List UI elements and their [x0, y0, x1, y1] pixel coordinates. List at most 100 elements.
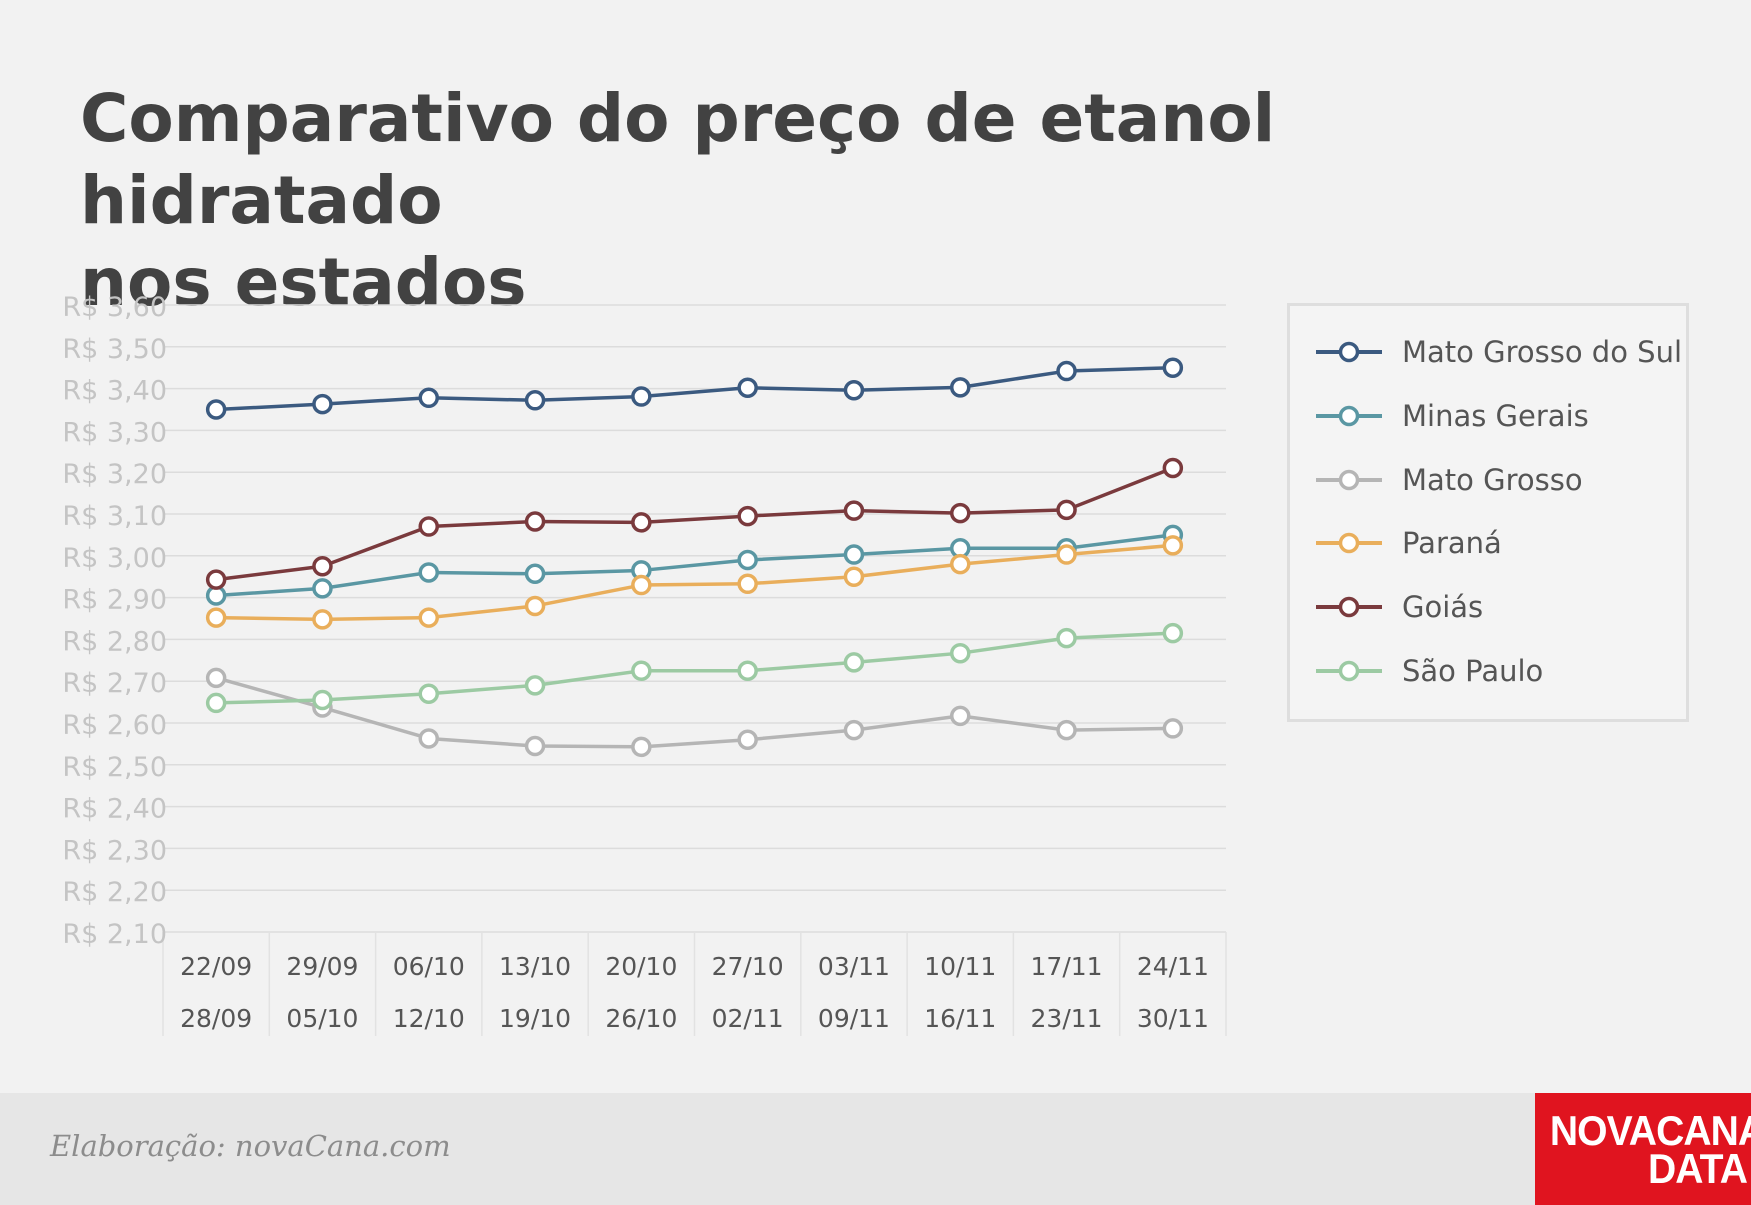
data-point — [631, 386, 652, 407]
y-tick-label: R$ 2,90 — [62, 585, 167, 616]
series-line — [216, 631, 1173, 705]
series-2 — [205, 667, 1184, 758]
legend-label: São Paulo — [1402, 654, 1544, 688]
x-tick-label-end: 05/10 — [286, 1004, 358, 1033]
x-tick-label-start: 24/11 — [1137, 952, 1209, 981]
legend-label: Mato Grosso — [1402, 462, 1583, 497]
legend-swatch — [1316, 341, 1382, 363]
legend-item: Minas Gerais — [1314, 396, 1589, 436]
series-1 — [205, 524, 1184, 606]
data-point — [205, 569, 227, 590]
x-axis-ticks: 22/09 28/09 29/09 05/10 06/10 12/10 13/10 19/10… — [180, 952, 1209, 1033]
x-tick-label-start: 22/09 — [180, 952, 252, 981]
legend-item: Goiás — [1314, 587, 1483, 627]
data-point — [312, 393, 333, 415]
x-tick-label-end: 30/11 — [1137, 1004, 1209, 1033]
series-line — [216, 533, 1174, 598]
x-tick-label-start: 27/10 — [712, 952, 784, 981]
data-point — [1162, 357, 1184, 378]
x-tick-label-end: 28/09 — [180, 1004, 252, 1033]
gridlines — [162, 304, 1227, 1036]
data-point — [418, 607, 439, 628]
data-point — [950, 553, 971, 575]
legend-swatch — [1316, 533, 1382, 554]
chart-title-line-1: Comparativo do preço de etanol hidratado — [80, 80, 1276, 239]
x-tick-label-start: 17/11 — [1031, 952, 1103, 981]
x-tick-label-end: 23/11 — [1031, 1004, 1103, 1033]
series-line — [215, 676, 1173, 749]
logo-line-2: DATA — [1648, 1145, 1748, 1192]
data-point — [312, 556, 333, 577]
y-tick-label: R$ 2,70 — [62, 668, 167, 699]
legend-swatch — [1316, 660, 1382, 682]
data-point — [1056, 719, 1077, 741]
data-point — [1162, 457, 1184, 479]
y-tick-label: R$ 2,40 — [62, 794, 167, 825]
data-point — [418, 728, 439, 749]
data-point — [950, 642, 971, 664]
data-point — [312, 609, 333, 630]
legend-label: Paraná — [1402, 526, 1502, 561]
data-point — [1056, 360, 1077, 382]
y-tick-label: R$ 3,30 — [62, 417, 167, 448]
y-tick-label: R$ 2,60 — [62, 710, 167, 741]
y-tick-label: R$ 3,60 — [62, 292, 167, 323]
data-point — [737, 573, 758, 595]
y-tick-label: R$ 3,10 — [62, 501, 167, 532]
chart-title-line-2: nos estados — [80, 244, 527, 321]
data-point — [1056, 499, 1077, 521]
series-4 — [205, 457, 1184, 590]
data-point — [950, 502, 971, 524]
x-tick-label-end: 26/10 — [605, 1004, 677, 1033]
data-point — [524, 390, 546, 411]
data-point — [631, 574, 652, 596]
data-point — [1056, 544, 1077, 565]
data-point — [843, 544, 865, 565]
y-tick-label: R$ 3,40 — [62, 376, 167, 407]
series-0 — [205, 357, 1184, 420]
data-point — [737, 660, 758, 681]
data-point — [312, 689, 333, 711]
series-line — [215, 466, 1174, 582]
x-tick-label-end: 09/11 — [818, 1004, 890, 1033]
x-tick-label-start: 29/09 — [286, 952, 358, 981]
series-5 — [205, 622, 1184, 714]
x-tick-label-end: 02/11 — [712, 1004, 784, 1033]
legend-label: Mato Grosso do Sul — [1402, 335, 1683, 369]
data-point — [418, 562, 439, 583]
y-tick-label: R$ 2,10 — [62, 919, 167, 950]
chart-title: Comparativo do preço de etanol hidratado… — [80, 78, 1480, 324]
y-tick-label: R$ 2,30 — [62, 835, 167, 866]
legend: Mato Grosso do Sul Minas Gerais Mato Gross… — [1287, 303, 1689, 722]
legend-item: Paraná — [1314, 523, 1502, 563]
novacana-data-logo: NOVACANA DATA — [1535, 1093, 1751, 1205]
data-point — [631, 736, 652, 758]
data-point — [418, 516, 439, 537]
data-point — [737, 505, 758, 527]
data-point — [524, 595, 546, 617]
logo-line-1: NOVACANA — [1549, 1107, 1751, 1154]
data-point — [1056, 627, 1077, 649]
legend-swatch — [1316, 596, 1382, 618]
y-tick-label: R$ 3,50 — [62, 334, 167, 365]
data-point — [843, 566, 865, 587]
data-point — [843, 652, 865, 673]
x-tick-label-start: 06/10 — [393, 952, 465, 981]
legend-swatch — [1316, 405, 1382, 427]
data-point — [737, 729, 758, 750]
x-tick-label-start: 13/10 — [499, 952, 571, 981]
footer: Elaboração: novaCana.com NOVACANA DATA — [0, 1093, 1751, 1205]
data-point — [950, 377, 971, 398]
data-point — [524, 675, 546, 696]
data-point — [312, 578, 333, 599]
x-tick-label-end: 19/10 — [499, 1004, 571, 1033]
data-point — [737, 549, 758, 571]
x-tick-label-start: 03/11 — [818, 952, 890, 981]
data-point — [205, 399, 227, 420]
data-point — [737, 377, 758, 399]
legend-item: Mato Grosso do Sul — [1314, 332, 1682, 372]
legend-swatch — [1316, 469, 1382, 490]
data-point — [843, 500, 865, 521]
x-tick-label-end: 12/10 — [393, 1004, 465, 1033]
series-line — [216, 543, 1174, 622]
